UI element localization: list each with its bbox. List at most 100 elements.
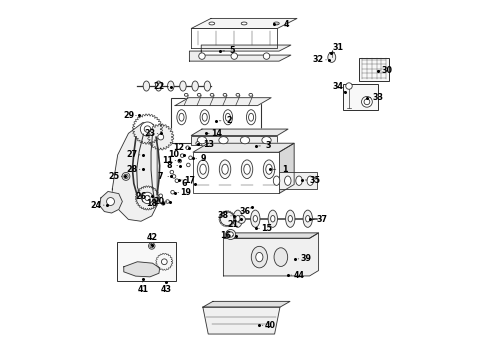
Ellipse shape (184, 93, 188, 96)
Ellipse shape (346, 83, 352, 89)
Polygon shape (203, 301, 290, 307)
Ellipse shape (223, 93, 227, 96)
Ellipse shape (143, 81, 149, 91)
Ellipse shape (204, 81, 211, 91)
Ellipse shape (158, 134, 164, 140)
Ellipse shape (159, 194, 163, 198)
Text: 16: 16 (220, 231, 231, 240)
Text: 36: 36 (240, 207, 250, 216)
Text: 9: 9 (201, 154, 206, 163)
Ellipse shape (197, 93, 201, 96)
Ellipse shape (251, 210, 260, 227)
Bar (117, 242, 176, 281)
Ellipse shape (240, 136, 250, 144)
Ellipse shape (177, 110, 186, 125)
Ellipse shape (175, 179, 179, 183)
Ellipse shape (166, 200, 170, 203)
Text: 37: 37 (317, 215, 328, 224)
Text: 34: 34 (333, 82, 344, 91)
Ellipse shape (268, 210, 277, 227)
Polygon shape (147, 124, 174, 150)
Ellipse shape (249, 93, 252, 96)
Ellipse shape (197, 160, 209, 179)
Polygon shape (124, 262, 160, 277)
Text: 43: 43 (161, 285, 171, 294)
Ellipse shape (209, 22, 215, 25)
Ellipse shape (244, 164, 250, 174)
Text: 30: 30 (381, 66, 392, 75)
Text: 19: 19 (180, 188, 191, 197)
Text: 20: 20 (153, 197, 165, 206)
Ellipse shape (170, 170, 173, 174)
Ellipse shape (196, 141, 199, 145)
Ellipse shape (172, 175, 176, 178)
Ellipse shape (142, 192, 153, 204)
Ellipse shape (270, 216, 275, 222)
Ellipse shape (286, 210, 295, 227)
Text: 22: 22 (153, 82, 165, 91)
Ellipse shape (192, 81, 198, 91)
Text: 13: 13 (204, 140, 215, 149)
Ellipse shape (220, 160, 231, 179)
Ellipse shape (307, 176, 314, 185)
Ellipse shape (241, 22, 247, 25)
Ellipse shape (186, 146, 190, 149)
Text: 15: 15 (261, 224, 272, 233)
Text: 5: 5 (230, 46, 235, 55)
Ellipse shape (225, 229, 236, 239)
Ellipse shape (303, 210, 313, 227)
Text: 28: 28 (126, 165, 138, 174)
Text: 23: 23 (145, 129, 155, 138)
Ellipse shape (187, 163, 190, 167)
Text: 35: 35 (309, 176, 320, 185)
Ellipse shape (263, 53, 270, 59)
Ellipse shape (199, 53, 205, 59)
Ellipse shape (197, 136, 207, 144)
Ellipse shape (238, 216, 245, 224)
Polygon shape (191, 28, 277, 48)
Ellipse shape (148, 243, 155, 249)
Bar (191, 135, 277, 145)
Ellipse shape (168, 81, 174, 91)
Polygon shape (203, 307, 280, 334)
Ellipse shape (266, 164, 272, 174)
Ellipse shape (251, 246, 268, 268)
Text: 44: 44 (294, 270, 304, 279)
Ellipse shape (364, 99, 370, 105)
Ellipse shape (180, 154, 184, 157)
Ellipse shape (241, 160, 253, 179)
Ellipse shape (233, 210, 243, 227)
Ellipse shape (263, 160, 275, 179)
Ellipse shape (171, 190, 174, 194)
Ellipse shape (140, 122, 154, 136)
Ellipse shape (223, 110, 233, 125)
Ellipse shape (200, 110, 209, 125)
Ellipse shape (179, 113, 184, 121)
Polygon shape (193, 143, 294, 152)
Ellipse shape (107, 198, 115, 206)
Text: 1: 1 (282, 165, 287, 174)
Polygon shape (191, 18, 297, 28)
Ellipse shape (246, 110, 256, 125)
Text: 29: 29 (123, 111, 134, 120)
Ellipse shape (178, 159, 181, 163)
Text: 33: 33 (372, 93, 383, 102)
Text: 2: 2 (226, 116, 232, 125)
Ellipse shape (124, 174, 128, 179)
Ellipse shape (362, 96, 372, 107)
Bar (343, 84, 377, 110)
Text: 14: 14 (211, 129, 222, 138)
Ellipse shape (225, 113, 230, 121)
Ellipse shape (122, 172, 130, 180)
Ellipse shape (161, 202, 165, 205)
Text: 10: 10 (168, 150, 179, 159)
Text: 11: 11 (162, 156, 173, 165)
Text: 21: 21 (227, 220, 238, 229)
Text: 32: 32 (313, 55, 324, 64)
Text: 3: 3 (266, 141, 271, 150)
Ellipse shape (288, 216, 293, 222)
Ellipse shape (161, 259, 167, 265)
Ellipse shape (200, 164, 206, 174)
Text: 41: 41 (137, 285, 148, 294)
Text: 40: 40 (265, 321, 275, 330)
